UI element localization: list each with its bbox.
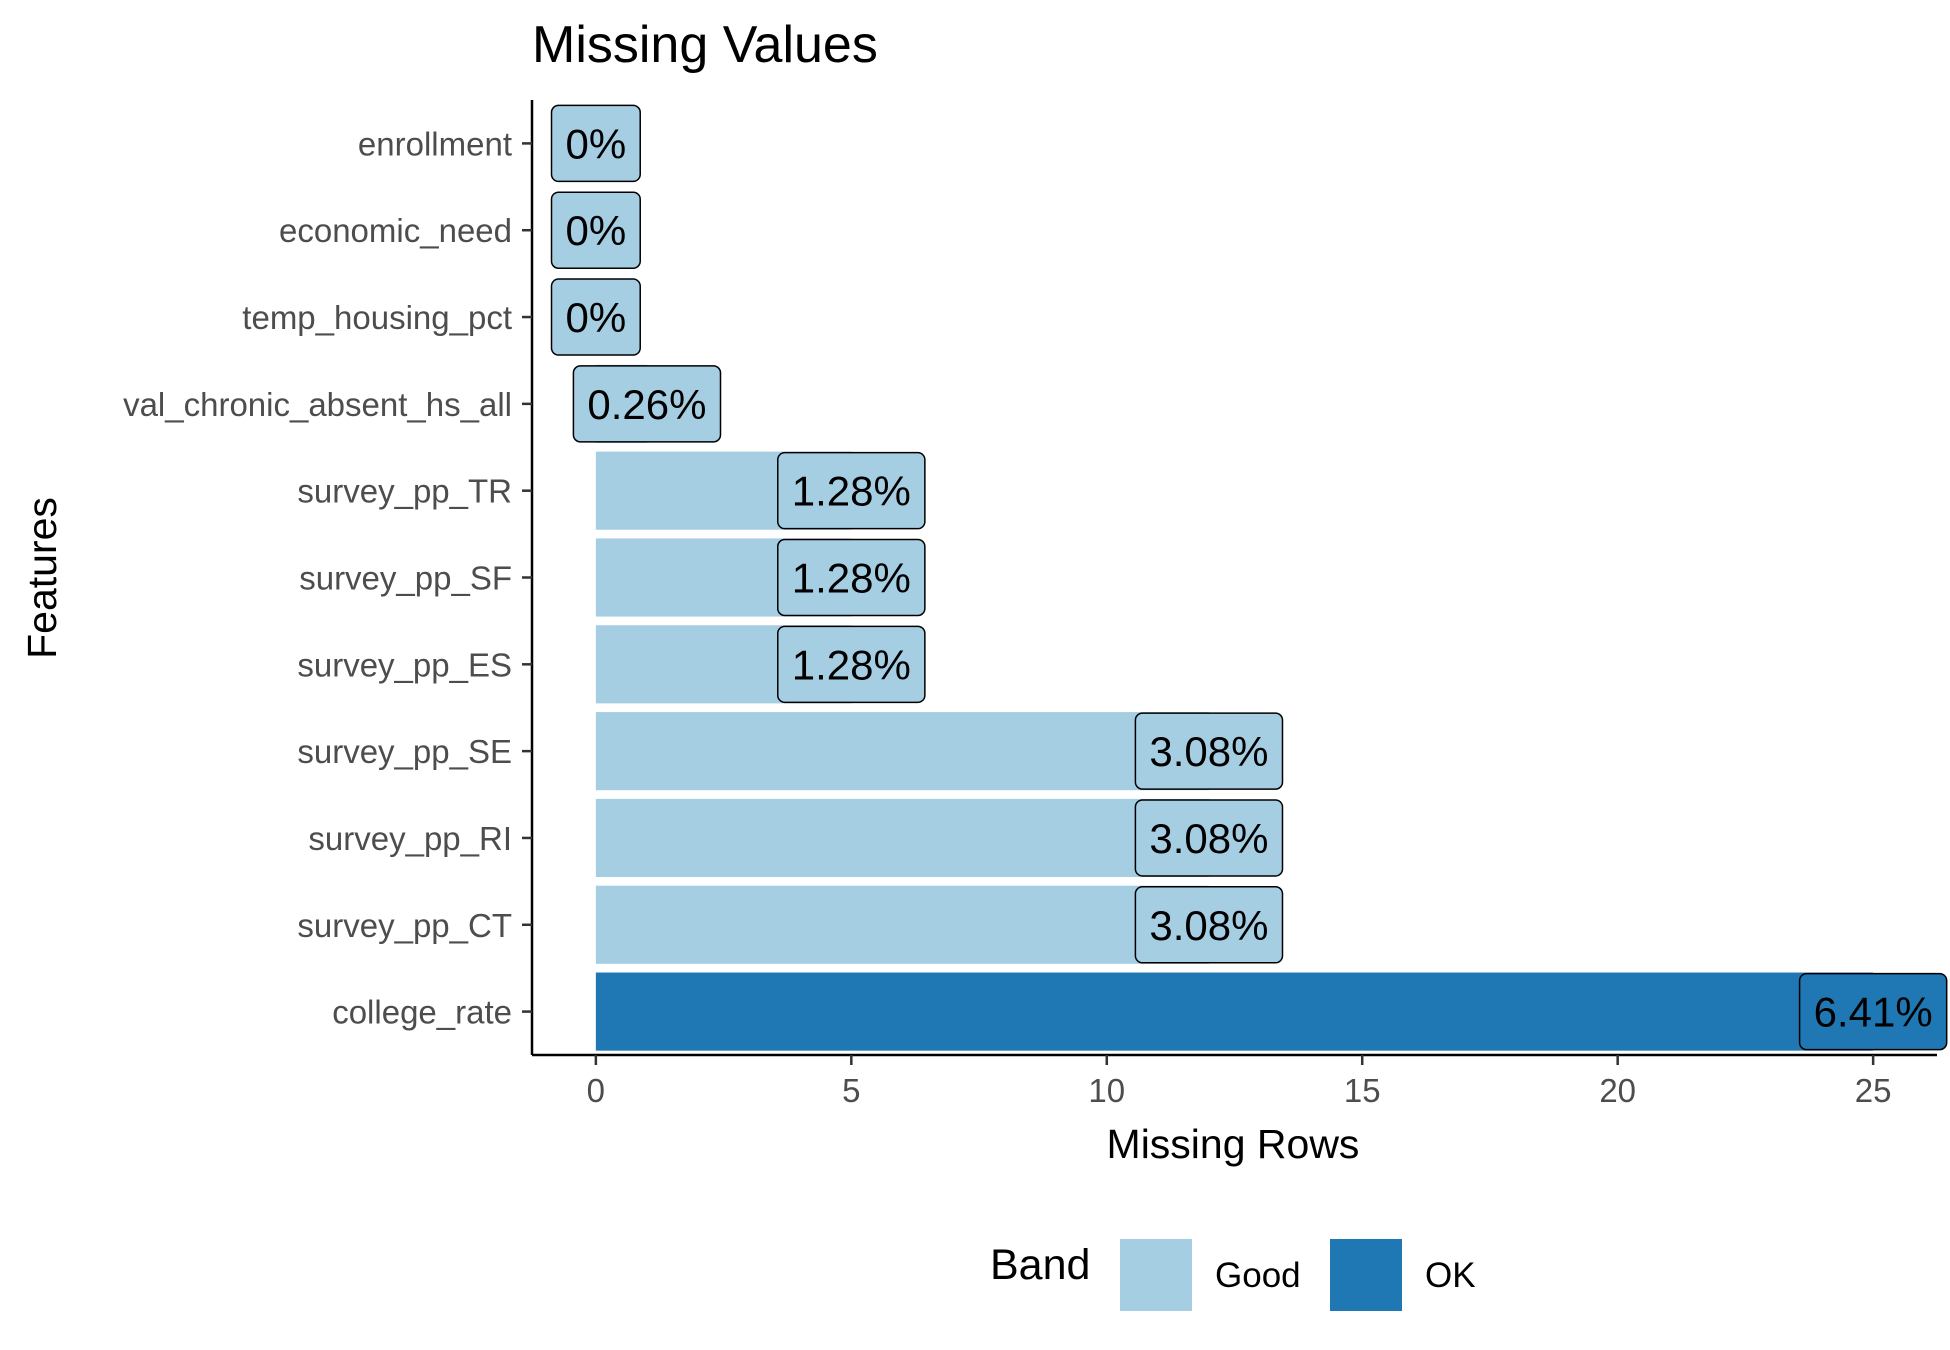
y-tick-label: val_chronic_absent_hs_all xyxy=(123,386,512,423)
bar-survey-pp-SE xyxy=(595,712,1209,791)
bar-survey-pp-CT xyxy=(595,885,1209,964)
svg-text:0.26%: 0.26% xyxy=(587,381,706,428)
data-label-college-rate: 6.41% xyxy=(1798,972,1948,1051)
svg-text:0%: 0% xyxy=(566,294,627,341)
y-tick-label: survey_pp_SF xyxy=(299,560,512,597)
x-tick-label: 20 xyxy=(1599,1072,1636,1109)
y-tick-label: survey_pp_RI xyxy=(308,820,512,857)
data-label-survey-pp-SE: 3.08% xyxy=(1134,712,1284,790)
x-axis-title: Missing Rows xyxy=(1107,1121,1360,1167)
y-axis-title: Features xyxy=(19,497,65,659)
x-tick-label: 25 xyxy=(1855,1072,1892,1109)
x-tick-label: 15 xyxy=(1344,1072,1381,1109)
data-label-survey-pp-RI: 3.08% xyxy=(1134,799,1284,877)
svg-text:1.28%: 1.28% xyxy=(792,641,911,688)
svg-text:3.08%: 3.08% xyxy=(1149,902,1268,949)
svg-text:6.41%: 6.41% xyxy=(1814,989,1933,1036)
svg-text:1.28%: 1.28% xyxy=(792,468,911,515)
data-labels-layer: 0% 0% 0% 0.26% 1.28% 1.28% 1.28% 3.08% 3.08% 3.08… xyxy=(550,104,1948,1051)
data-label-economic-need: 0% xyxy=(550,191,641,269)
legend: Band Good OK xyxy=(990,1239,1476,1311)
y-tick-label: enrollment xyxy=(358,125,512,162)
axes-layer: 0 5 10 15 20 25 enrollment economic_need temp_ho… xyxy=(123,100,1937,1109)
data-label-enrollment: 0% xyxy=(550,104,641,183)
data-label-survey-pp-ES: 1.28% xyxy=(777,625,926,704)
data-label-val-chronic-absent-hs-all: 0.26% xyxy=(572,365,722,443)
bar-survey-pp-RI xyxy=(595,798,1209,878)
y-tick-label: survey_pp_TR xyxy=(297,473,512,510)
data-label-survey-pp-CT: 3.08% xyxy=(1134,886,1284,964)
legend-swatch-good xyxy=(1120,1239,1192,1311)
data-label-survey-pp-SF: 1.28% xyxy=(777,538,926,617)
data-label-temp-housing-pct: 0% xyxy=(550,278,641,356)
svg-text:0%: 0% xyxy=(566,207,627,254)
y-tick-label: temp_housing_pct xyxy=(242,299,512,336)
x-tick-label: 5 xyxy=(842,1072,860,1109)
svg-text:0%: 0% xyxy=(566,120,627,167)
y-tick-label: economic_need xyxy=(279,212,512,249)
y-tick-label: survey_pp_CT xyxy=(297,907,512,944)
svg-text:3.08%: 3.08% xyxy=(1149,728,1268,775)
bar-college-rate xyxy=(595,972,1874,1051)
y-tick-label: survey_pp_SE xyxy=(297,733,512,770)
legend-swatch-ok xyxy=(1330,1239,1402,1311)
data-label-survey-pp-TR: 1.28% xyxy=(777,451,926,530)
svg-text:1.28%: 1.28% xyxy=(792,555,911,602)
legend-label-good: Good xyxy=(1215,1256,1301,1295)
y-tick-label: survey_pp_ES xyxy=(297,646,512,683)
chart-title: Missing Values xyxy=(532,16,878,74)
x-tick-label: 10 xyxy=(1088,1072,1125,1109)
legend-label-ok: OK xyxy=(1425,1256,1476,1295)
y-tick-label: college_rate xyxy=(332,994,512,1031)
legend-title: Band xyxy=(990,1241,1090,1289)
svg-text:3.08%: 3.08% xyxy=(1149,815,1268,862)
x-tick-label: 0 xyxy=(587,1072,605,1109)
